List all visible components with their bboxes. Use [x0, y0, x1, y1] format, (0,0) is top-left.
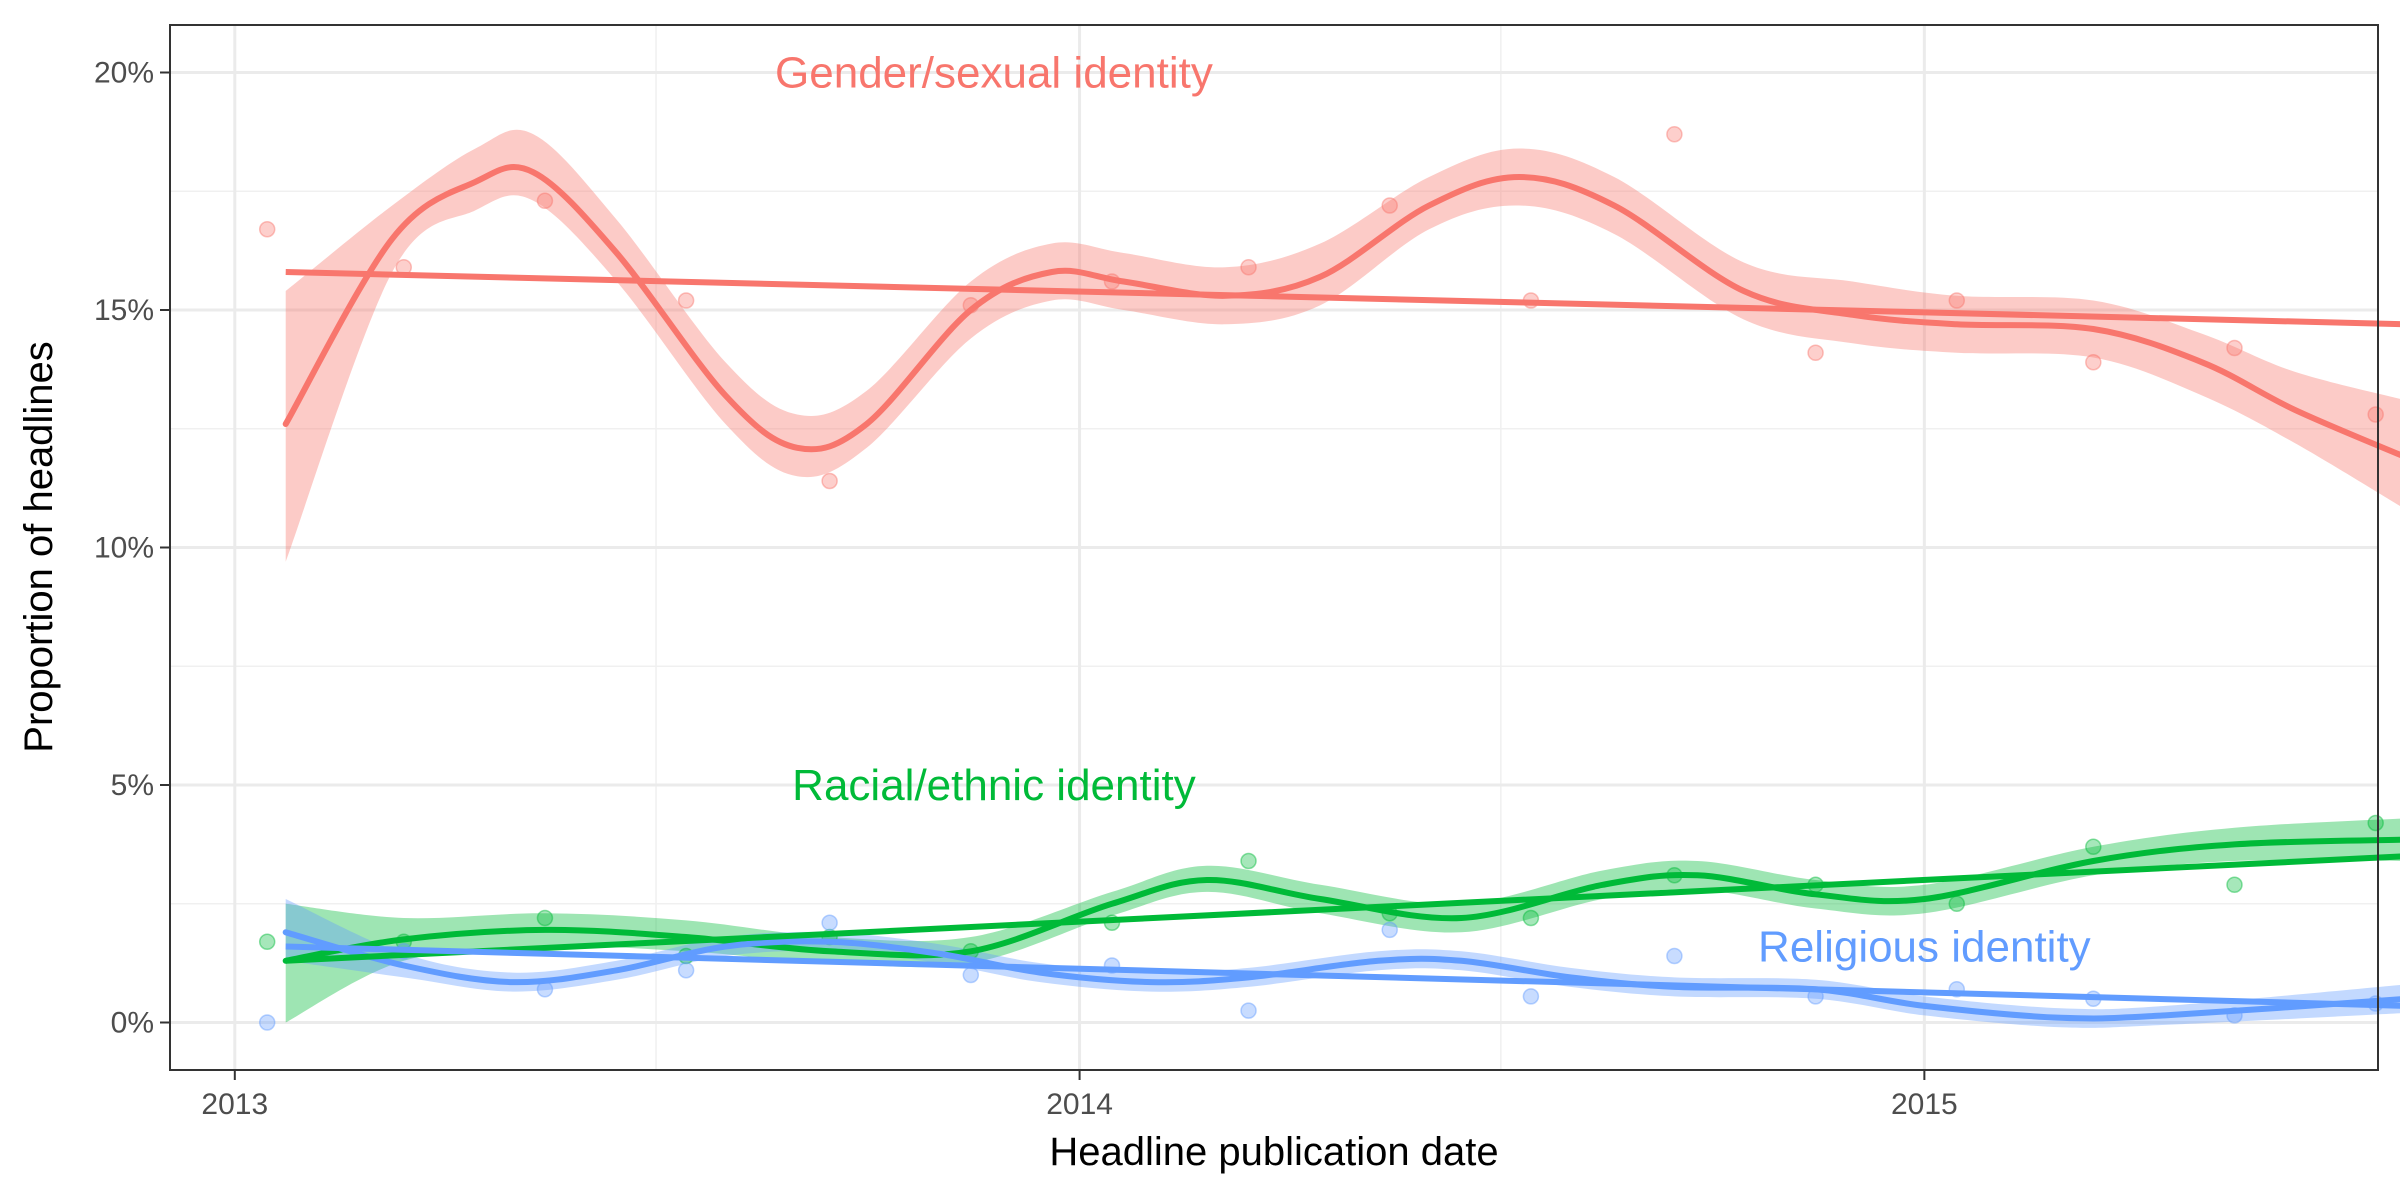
point-gender-sexual-identity [1381, 197, 1398, 214]
point-gender-sexual-identity [821, 472, 838, 490]
point-religious-identity [1666, 947, 1683, 965]
point-gender-sexual-identity [677, 292, 695, 309]
point-racial-ethnic-identity [536, 909, 554, 927]
x-axis-title: Headline publication date [1049, 1130, 1498, 1174]
series-label-racial-ethnic-identity: Racial/ethnic identity [792, 761, 1196, 810]
y-tick-label: 15% [94, 294, 154, 327]
series-labels: Gender/sexual identity Racial/ethnic iden… [775, 49, 2091, 972]
point-racial-ethnic-identity [2367, 814, 2384, 832]
trend-lines [285, 269, 2400, 1009]
point-religious-identity [962, 966, 980, 984]
y-tick-label: 10% [94, 532, 154, 565]
y-tick-label: 0% [111, 1007, 154, 1040]
point-racial-ethnic-identity [258, 933, 276, 950]
point-gender-sexual-identity [1240, 259, 1257, 276]
y-axis-title: Proportion of headlines [17, 341, 61, 752]
point-religious-identity [1240, 1002, 1257, 1019]
point-religious-identity [1522, 988, 1540, 1005]
y-tick-label: 20% [94, 57, 154, 90]
point-religious-identity [821, 914, 838, 931]
point-gender-sexual-identity [2085, 354, 2102, 371]
point-racial-ethnic-identity [1522, 909, 1540, 927]
point-gender-sexual-identity [536, 192, 554, 209]
point-religious-identity [1381, 921, 1398, 939]
point-racial-ethnic-identity [2226, 876, 2243, 893]
point-gender-sexual-identity [2226, 339, 2243, 357]
series-label-gender-sexual-identity: Gender/sexual identity [775, 49, 1213, 98]
point-gender-sexual-identity [2367, 406, 2384, 423]
point-gender-sexual-identity [1948, 292, 1966, 309]
ribbon-gender-sexual-identity [285, 129, 2400, 562]
ribbon-racial-ethnic-identity [285, 818, 2400, 1023]
trend-line-religious-identity [285, 943, 2400, 1009]
point-racial-ethnic-identity [1948, 895, 1966, 912]
point-religious-identity [258, 1014, 276, 1031]
axes: 0% 5% 10% 15% 20% 2013 2014 2015 [94, 57, 1958, 1122]
point-racial-ethnic-identity [2085, 838, 2102, 855]
point-gender-sexual-identity [1666, 126, 1683, 143]
grid [170, 25, 2378, 1070]
x-tick-label: 2013 [201, 1088, 268, 1121]
point-gender-sexual-identity [258, 221, 276, 238]
series-label-religious-identity: Religious identity [1758, 923, 2091, 972]
smooth-line-racial-ethnic-identity [282, 836, 2400, 964]
x-tick-label: 2015 [1891, 1088, 1958, 1121]
x-tick-label: 2014 [1046, 1088, 1113, 1121]
trend-line-racial-ethnic-identity [285, 853, 2400, 964]
point-gender-sexual-identity [1807, 344, 1824, 361]
point-religious-identity [677, 962, 695, 979]
trend-line-gender-sexual-identity [285, 269, 2400, 328]
point-racial-ethnic-identity [1240, 852, 1257, 870]
y-tick-label: 5% [111, 769, 154, 802]
